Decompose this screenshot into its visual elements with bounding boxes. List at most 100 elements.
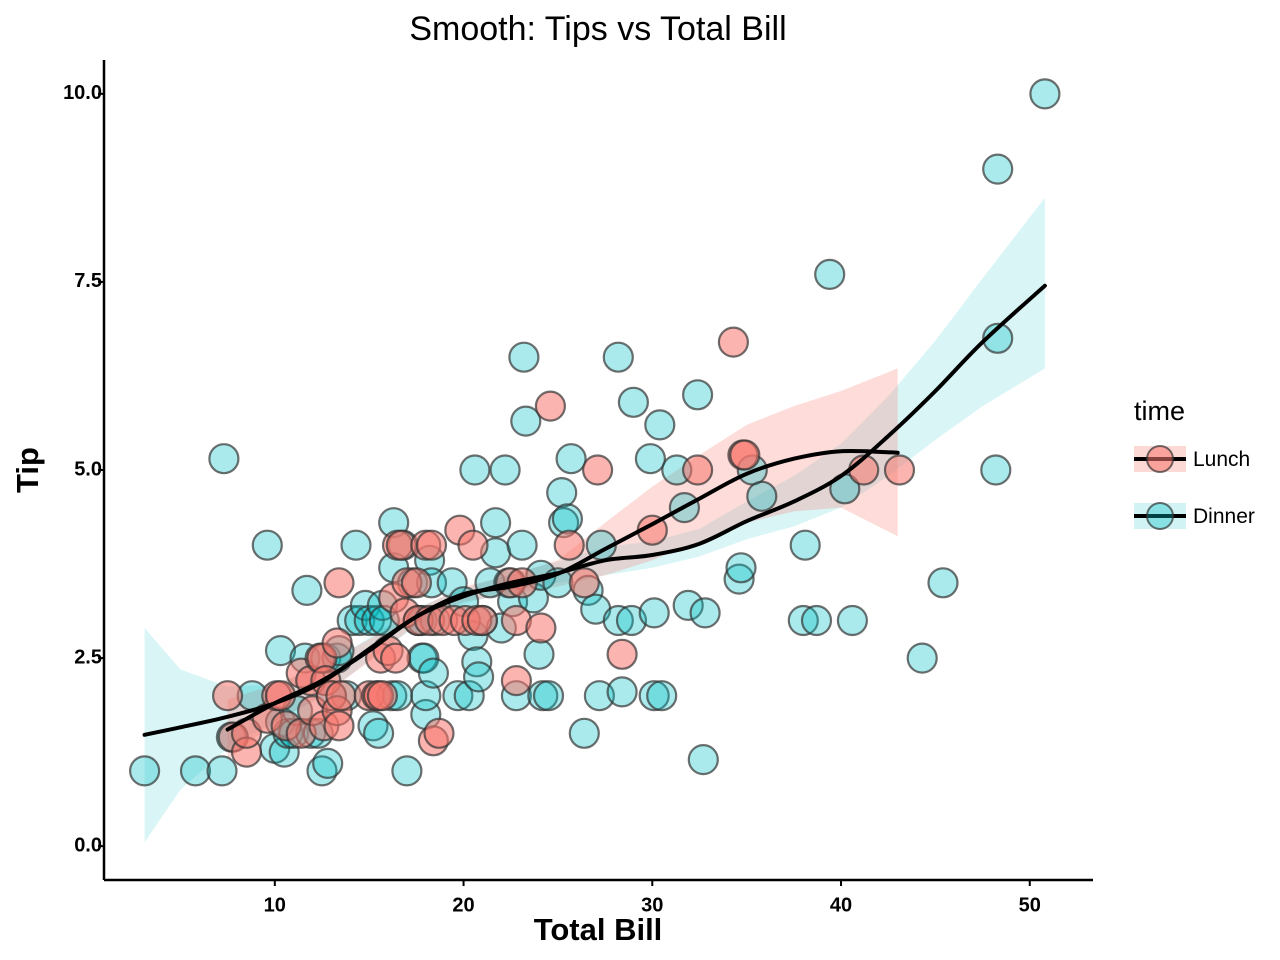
legend-label-dinner: Dinner	[1193, 505, 1255, 528]
data-point-dinner	[480, 507, 512, 539]
data-point-dinner	[506, 529, 538, 561]
data-point-dinner	[814, 258, 846, 290]
data-point-dinner	[551, 503, 584, 535]
data-point-dinner	[179, 755, 212, 787]
data-point-lunch	[323, 710, 355, 742]
x-tick-label: 10	[264, 895, 286, 917]
x-tick-labels: 10 20 30 40 50	[264, 880, 1041, 917]
data-point-dinner	[208, 443, 240, 475]
confidence-band-lunch	[227, 368, 898, 760]
legend-item-dinner: Dinner	[1134, 502, 1255, 530]
y-tick-label: 10.0	[63, 82, 102, 104]
data-point-dinner	[606, 676, 638, 708]
data-point-dinner	[264, 634, 297, 667]
data-point-dinner	[602, 341, 634, 373]
data-point-lunch	[500, 664, 533, 697]
data-point-dinner	[644, 409, 676, 441]
data-point-dinner	[836, 604, 869, 637]
data-point-dinner	[417, 657, 449, 689]
data-point-dinner	[546, 477, 578, 509]
smooth-lines	[142, 283, 1047, 737]
data-point-dinner	[634, 443, 667, 475]
data-point-dinner	[672, 589, 704, 622]
data-point-dinner	[681, 379, 714, 411]
data-point-dinner	[723, 563, 755, 595]
data-point-lunch	[325, 680, 357, 712]
data-point-dinner	[555, 443, 587, 475]
data-point-dinner	[602, 604, 634, 637]
confidence-bands	[144, 197, 1045, 843]
data-point-dinner	[459, 454, 491, 486]
x-axis-title: Total Bill	[534, 912, 663, 947]
data-point-lunch	[415, 529, 448, 561]
data-point-dinner	[646, 680, 678, 712]
data-point-dinner	[927, 567, 959, 599]
y-tick-label: 0.0	[74, 834, 102, 856]
data-point-lunch	[212, 680, 244, 712]
data-point-dinner	[532, 680, 565, 712]
legend-marker-lunch	[1146, 445, 1174, 473]
data-point-lunch	[400, 567, 432, 599]
data-points	[129, 78, 1061, 787]
y-tick-labels: 0.0 2.5 5.0 7.5 10.0	[63, 82, 104, 856]
data-point-lunch	[323, 567, 355, 599]
legend-title: time	[1134, 396, 1185, 426]
data-point-dinner	[789, 529, 821, 561]
data-point-dinner	[787, 604, 819, 637]
legend-item-lunch: Lunch	[1134, 445, 1250, 473]
data-point-dinner	[489, 454, 521, 486]
data-point-dinner	[568, 717, 600, 749]
data-point-dinner	[617, 386, 650, 418]
data-point-dinner	[982, 322, 1014, 354]
data-point-dinner	[463, 661, 495, 693]
data-point-dinner	[510, 405, 542, 437]
data-point-dinner	[687, 743, 719, 776]
data-point-lunch	[457, 529, 489, 561]
data-point-dinner	[800, 604, 833, 637]
y-axis-title: Tip	[10, 447, 45, 493]
data-point-dinner	[583, 680, 616, 712]
data-point-dinner	[725, 552, 757, 584]
x-tick-label: 50	[1019, 895, 1041, 917]
data-point-lunch	[466, 604, 498, 637]
x-tick-label: 20	[452, 895, 474, 917]
smooth-line-lunch	[225, 448, 900, 732]
x-tick-label: 40	[830, 895, 852, 917]
data-point-dinner	[340, 529, 372, 561]
data-point-dinner	[746, 480, 778, 512]
data-point-dinner	[391, 755, 423, 787]
data-point-dinner	[291, 574, 323, 607]
y-tick-label: 7.5	[74, 270, 102, 292]
data-point-dinner	[508, 341, 540, 373]
data-point-lunch	[681, 454, 714, 486]
data-point-lunch	[553, 529, 585, 561]
data-point-lunch	[581, 454, 614, 486]
data-point-lunch	[883, 454, 916, 486]
data-point-dinner	[251, 529, 283, 561]
data-point-dinner	[638, 680, 670, 712]
data-point-dinner	[453, 680, 485, 712]
data-point-dinner	[689, 597, 721, 629]
data-point-lunch	[717, 326, 750, 358]
data-point-dinner	[129, 755, 161, 787]
data-point-dinner	[1029, 78, 1061, 110]
data-point-dinner	[312, 747, 344, 780]
data-point-dinner	[982, 153, 1014, 185]
data-point-dinner	[906, 642, 938, 674]
data-point-lunch	[534, 390, 567, 422]
legend-label-lunch: Lunch	[1193, 448, 1250, 471]
legend-marker-dinner	[1146, 502, 1174, 530]
data-point-dinner	[523, 638, 555, 670]
data-point-lunch	[729, 439, 761, 471]
data-point-lunch	[366, 680, 398, 712]
data-point-dinner	[442, 680, 474, 712]
data-point-lunch	[321, 627, 353, 659]
data-point-lunch	[525, 612, 557, 644]
data-point-dinner	[206, 755, 238, 787]
data-point-dinner	[638, 597, 670, 629]
data-point-lunch	[606, 638, 638, 670]
data-point-lunch	[380, 642, 412, 674]
x-tick-label: 30	[641, 895, 663, 917]
y-tick-label: 2.5	[74, 646, 102, 668]
